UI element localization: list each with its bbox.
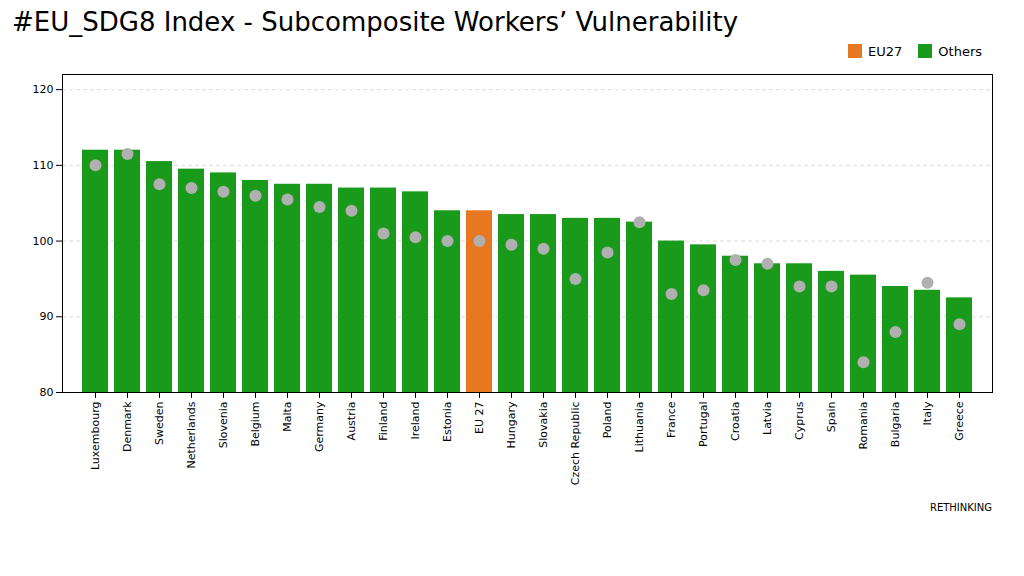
html-text:RETHINKING: RETHINKING — [929, 502, 992, 513]
svg-text:Poland: Poland — [601, 402, 614, 439]
svg-text:Ireland: Ireland — [409, 402, 422, 440]
svg-text:Spain: Spain — [825, 401, 838, 432]
svg-text:Finland: Finland — [377, 402, 390, 441]
svg-text:Luxembourg: Luxembourg — [89, 402, 102, 471]
svg-text:Italy: Italy — [921, 401, 934, 425]
svg-text:Sweden: Sweden — [153, 401, 166, 444]
svg-text:France: France — [665, 401, 678, 438]
svg-text:Malta: Malta — [281, 402, 294, 432]
svg-text:Belgium: Belgium — [249, 402, 262, 447]
svg-text:Denmark: Denmark — [121, 401, 134, 452]
svg-text:Hungary: Hungary — [505, 401, 518, 448]
svg-text:EU 27: EU 27 — [473, 402, 486, 435]
svg-text:Czech Republic: Czech Republic — [569, 402, 582, 486]
svg-text:Croatia: Croatia — [729, 402, 742, 442]
svg-text:Germany: Germany — [313, 401, 326, 452]
svg-text:Austria: Austria — [345, 402, 358, 441]
html-text:EU27: EU27 — [868, 43, 903, 59]
svg-text:120: 120 — [33, 83, 54, 96]
svg-text:Greece: Greece — [953, 401, 966, 440]
svg-text:Bulgaria: Bulgaria — [889, 402, 902, 448]
svg-text:Latvia: Latvia — [761, 402, 774, 436]
svg-text:Cyprus: Cyprus — [793, 401, 806, 440]
svg-text:110: 110 — [33, 159, 54, 172]
svg-text:90: 90 — [40, 310, 54, 323]
svg-text:Slovakia: Slovakia — [537, 402, 550, 448]
svg-text:Netherlands: Netherlands — [185, 401, 198, 468]
svg-text:80: 80 — [40, 386, 54, 399]
svg-text:Slovenia: Slovenia — [217, 402, 230, 449]
svg-text:100: 100 — [33, 235, 54, 248]
svg-text:Lithuania: Lithuania — [633, 402, 646, 453]
html-text:Others: Others — [938, 43, 982, 59]
svg-text:Portugal: Portugal — [697, 402, 710, 448]
svg-text:Estonia: Estonia — [441, 402, 454, 443]
html-text:#EU_SDG8 Index - Subcomposite: #EU_SDG8 Index - Subcomposite Workers’ V… — [12, 7, 739, 37]
svg-text:Romania: Romania — [857, 402, 870, 450]
